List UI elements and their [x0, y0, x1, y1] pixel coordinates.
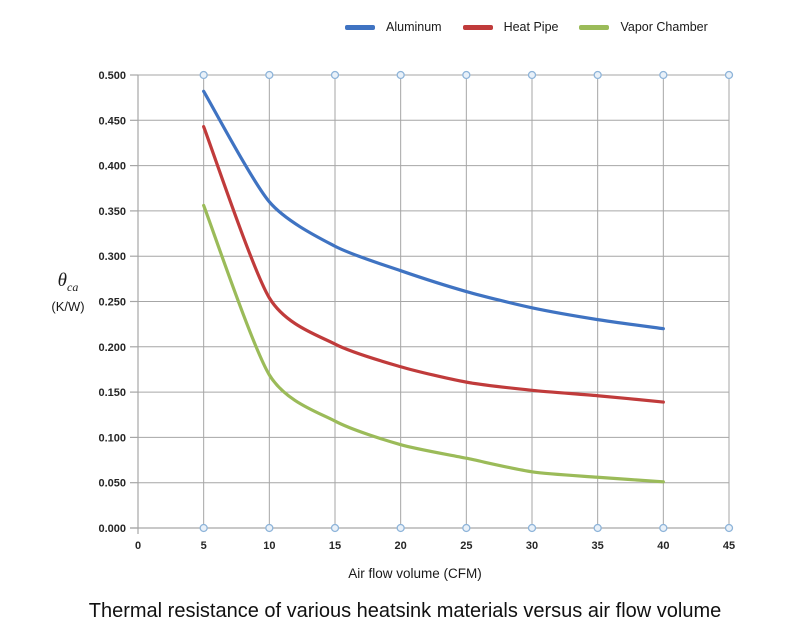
y-axis-title: θca (K/W) [36, 270, 100, 314]
gridline-end-marker [527, 70, 537, 80]
y-tick-label: 0.450 [98, 115, 126, 127]
x-tick-label: 15 [329, 540, 341, 552]
gridline-end-marker [396, 523, 405, 533]
y-tick-label: 0.300 [98, 251, 126, 263]
gridline-end-marker [462, 70, 471, 80]
chart-legend: Aluminum Heat Pipe Vapor Chamber [345, 20, 708, 34]
gridline-end-marker [199, 523, 208, 533]
y-tick-label: 0.400 [98, 161, 126, 173]
gridline-end-marker [724, 70, 734, 80]
y-tick-label: 0.350 [98, 206, 126, 218]
x-tick-label: 30 [526, 540, 538, 552]
y-tick-label: 0.150 [98, 387, 126, 399]
series-line-vapor-chamber [202, 203, 665, 484]
gridline-end-marker [659, 523, 668, 533]
x-tick-label: 40 [657, 540, 669, 552]
gridline-end-marker [724, 523, 734, 533]
y-axis-units: (K/W) [51, 298, 85, 314]
y-axis-symbol: θca [36, 270, 100, 294]
legend-swatch-heat-pipe [462, 24, 493, 30]
x-tick-label: 10 [263, 540, 275, 552]
x-axis-title: Air flow volume (CFM) [348, 566, 482, 581]
x-tick-label: 25 [460, 540, 472, 552]
gridline-end-marker [330, 70, 340, 80]
legend-label-vapor-chamber: Vapor Chamber [620, 20, 708, 34]
y-tick-label: 0.250 [98, 297, 126, 309]
x-tick-label: 5 [201, 540, 207, 552]
legend-item-aluminum: Aluminum [345, 20, 442, 34]
gridline-end-marker [527, 523, 537, 533]
legend-swatch-vapor-chamber [579, 24, 610, 30]
y-tick-label: 0.050 [98, 478, 126, 490]
y-tick-label: 0.200 [98, 342, 126, 354]
gridline-end-marker [396, 70, 405, 80]
gridline-end-marker [593, 70, 602, 80]
series-line-heat-pipe [202, 125, 665, 404]
theta-symbol: θ [57, 270, 67, 291]
gridline-end-marker [462, 523, 471, 533]
theta-subscript: ca [67, 279, 79, 294]
legend-swatch-aluminum [345, 24, 375, 30]
y-tick-label: 0.100 [98, 432, 126, 444]
gridline-end-marker [265, 70, 274, 80]
legend-label-aluminum: Aluminum [386, 20, 442, 34]
x-tick-label: 45 [723, 540, 735, 552]
legend-item-heat-pipe: Heat Pipe [462, 20, 559, 34]
legend-label-heat-pipe: Heat Pipe [503, 20, 559, 34]
gridline-end-marker [659, 70, 668, 80]
y-tick-label: 0.500 [98, 70, 126, 82]
y-tick-label: 0.000 [98, 523, 126, 535]
legend-item-vapor-chamber: Vapor Chamber [579, 20, 708, 34]
gridline-end-marker [330, 523, 340, 533]
chart-title: Thermal resistance of various heatsink m… [88, 600, 722, 622]
series-line-aluminum [202, 89, 665, 331]
x-tick-label: 0 [135, 540, 141, 552]
x-tick-label: 35 [592, 540, 604, 552]
gridline-end-marker [593, 523, 602, 533]
gridline-end-marker [265, 523, 274, 533]
x-tick-label: 20 [395, 540, 407, 552]
gridline-end-marker [199, 70, 208, 80]
